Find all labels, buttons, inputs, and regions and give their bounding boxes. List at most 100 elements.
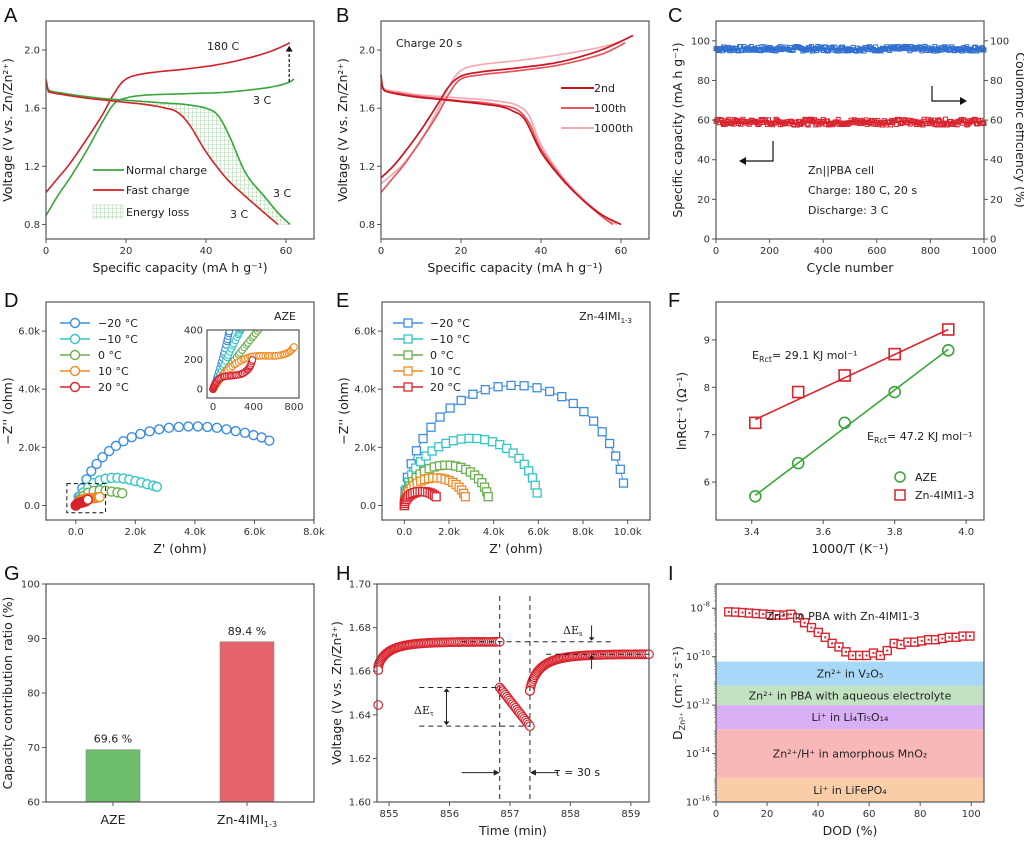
y-right-tick-label: 60	[990, 116, 1003, 127]
legend-marker	[894, 471, 906, 483]
x-tick-label: 2.0k	[438, 527, 460, 538]
y-tick-label: 60	[697, 116, 710, 127]
x-tick-label: 6.0k	[244, 527, 266, 538]
data-point	[604, 438, 615, 449]
data-point-dot	[927, 638, 930, 641]
y-tick-label: 100	[691, 36, 710, 47]
legend-label: 20 °C	[430, 381, 461, 394]
x-tick-label: 60	[863, 809, 876, 820]
y-axis-label: DZn²⁺ (cm⁻² s⁻¹)	[670, 646, 687, 740]
data-point	[431, 492, 441, 502]
legend-label: 2nd	[594, 82, 615, 95]
x-tick-label: 40	[812, 809, 825, 820]
data-point-dot	[803, 621, 806, 624]
data-point-dot	[900, 643, 903, 646]
data-point-dot	[755, 612, 758, 615]
data-point-dot	[734, 611, 737, 614]
y-tick-label: 6	[704, 478, 710, 489]
data-point-dot	[948, 636, 951, 639]
data-point-dot	[851, 654, 854, 657]
y-tick-label: 40	[697, 155, 710, 166]
series-charge-1000th	[380, 39, 626, 185]
y-right-tick-label: 80	[990, 76, 1003, 87]
x-axis-label: Cycle number	[807, 260, 895, 275]
sample-label: AZE	[274, 310, 296, 323]
data-point-dot	[968, 635, 971, 638]
data-point-dot	[824, 636, 827, 639]
y-tick-label: 1.62	[349, 754, 371, 765]
data-point-dot	[844, 650, 847, 653]
data-point	[838, 369, 851, 382]
data-point	[135, 428, 146, 440]
data-point	[117, 488, 128, 499]
data-point	[82, 494, 93, 505]
data-point	[118, 436, 129, 447]
data-point	[532, 488, 542, 498]
energy-loss-area	[110, 99, 290, 225]
data-point	[936, 117, 942, 123]
data-point	[94, 491, 105, 503]
data-point	[749, 490, 762, 503]
x-tick-label: 60	[615, 246, 628, 257]
x-tick-label: 0.0	[396, 527, 412, 538]
inset-data-point	[225, 330, 234, 336]
arrow-left-axis	[745, 141, 774, 162]
band	[716, 661, 984, 686]
plot-frame	[45, 301, 315, 521]
inset-data-point	[255, 330, 263, 333]
gitt-annotations	[419, 596, 649, 802]
y-tick-label: 1.60	[349, 798, 371, 809]
x-tick-label: 2.0k	[124, 527, 146, 538]
panel-b-cycling-curves: 0 20 40 60 0.8 1.2 1.6 2.0 Specific capacity (mA…	[335, 20, 650, 275]
data-point	[91, 458, 102, 470]
data-point-dot	[789, 613, 792, 616]
y-tick-label: 60	[27, 798, 40, 809]
series-zn-pba	[724, 607, 975, 661]
x-tick-label: 856	[440, 809, 459, 820]
data-point	[483, 492, 493, 502]
y-tick-label: 4.0k	[18, 385, 40, 396]
legend-label: 10 °C	[430, 365, 461, 378]
x-tick-label: 8.0k	[303, 527, 325, 538]
y-tick-label: 2.0k	[354, 443, 376, 454]
data-point-dot	[955, 636, 958, 639]
y-right-tick-label: 40	[990, 155, 1003, 166]
data-point	[514, 453, 524, 463]
data-point-dot	[769, 613, 772, 616]
x-tick-label: 6.0k	[527, 527, 549, 538]
series-coulombic-efficiency	[713, 43, 987, 54]
data-point	[888, 385, 901, 399]
series-gitt	[373, 636, 654, 732]
x-tick-label: 10.0k	[614, 527, 642, 538]
data-point-dot	[782, 614, 785, 617]
data-point	[756, 121, 762, 127]
data-point-dot	[831, 642, 834, 645]
data-point	[144, 426, 155, 437]
band	[716, 685, 984, 706]
data-point	[421, 451, 431, 461]
arrow-right-axis	[931, 86, 960, 102]
data-point	[557, 392, 567, 402]
plot-frame	[380, 20, 650, 240]
panel-f-arrhenius: 3.4 3.6 3.8 4.0 6 7 8 9 1000/T (K⁻¹) lnRct⁻¹ (Ω⁻¹…	[674, 301, 985, 556]
bar-value-label: 69.6 %	[94, 733, 132, 746]
x-tick-label: 3.8	[887, 527, 903, 538]
data-point	[941, 344, 955, 357]
tau-label: τ = 30 s	[554, 766, 600, 779]
legend-marker	[403, 382, 413, 392]
panel-g-capacity-contribution: 69.6 % AZE 89.4 % Zn-4IMI1-3 60 70 80 90 100 Capa…	[0, 580, 315, 829]
data-point	[221, 424, 232, 435]
y-tick-label: 10-12	[686, 698, 710, 712]
y-tick-label: 1.68	[349, 623, 371, 634]
bar-Zn-4IMI1-3	[219, 641, 275, 803]
activation-energy-label: ERct= 47.2 KJ mol⁻¹	[867, 430, 972, 445]
x-tick-label: 0	[713, 809, 719, 820]
x-tick-label: 60	[280, 246, 293, 257]
data-point	[202, 421, 213, 433]
panel-a-charge-discharge-curves: 0 20 40 60 0.8 1.2 1.6 2.0 Specific capacity (mA…	[0, 20, 315, 275]
data-point-dot	[886, 649, 889, 652]
panel-label-f: F	[668, 290, 680, 312]
annotation-line: Charge: 180 C, 20 s	[808, 184, 917, 197]
data-point	[373, 700, 384, 710]
